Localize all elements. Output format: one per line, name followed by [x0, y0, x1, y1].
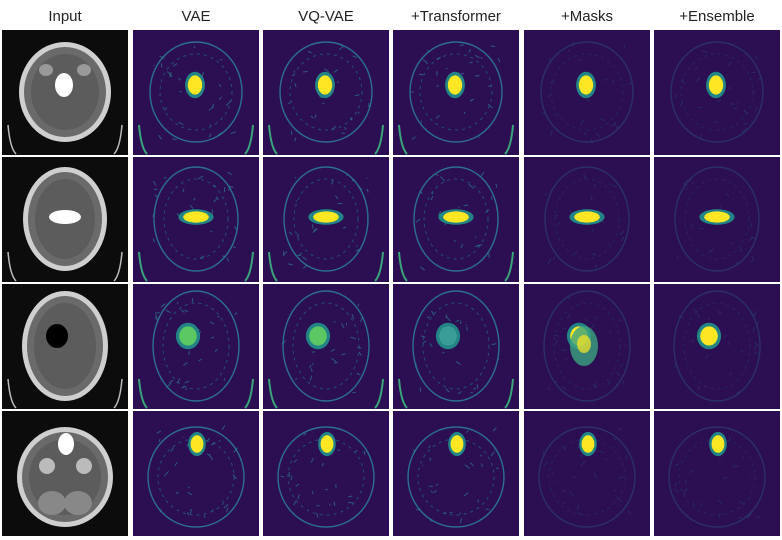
tile-transformer-row-2: [393, 157, 519, 282]
anomaly-heatmap-image: [524, 284, 650, 409]
tile-input-row-4: [2, 411, 128, 536]
tile-ensemble-row-3: [654, 284, 780, 409]
ct-scan-image: [2, 411, 128, 536]
tile-transformer-row-4: [393, 411, 519, 536]
tile-vae-row-2: [133, 157, 259, 282]
anomaly-heatmap-image: [263, 30, 389, 155]
ct-scan-image: [2, 157, 128, 282]
tile-masks-row-4: [524, 411, 650, 536]
tile-transformer-row-1: [393, 30, 519, 155]
column-header-input: Input: [48, 8, 82, 25]
ct-scan-image: [2, 284, 128, 409]
anomaly-heatmap-image: [263, 284, 389, 409]
tile-ensemble-row-4: [654, 411, 780, 536]
tile-masks-row-1: [524, 30, 650, 155]
column-header-transformer: +Transformer: [411, 8, 501, 25]
ct-scan-image: [2, 30, 128, 155]
tile-ensemble-row-1: [654, 30, 780, 155]
anomaly-heatmap-image: [393, 411, 519, 536]
anomaly-heatmap-image: [393, 157, 519, 282]
column-header-masks: +Masks: [560, 8, 614, 25]
anomaly-heatmap-image: [524, 157, 650, 282]
column-header-vae: VAE: [181, 8, 211, 25]
tile-vqvae-row-2: [263, 157, 389, 282]
tile-transformer-row-3: [393, 284, 519, 409]
tile-vqvae-row-1: [263, 30, 389, 155]
anomaly-heatmap-image: [133, 284, 259, 409]
anomaly-heatmap-image: [524, 30, 650, 155]
anomaly-heatmap-image: [133, 411, 259, 536]
tile-masks-row-3: [524, 284, 650, 409]
tile-vqvae-row-4: [263, 411, 389, 536]
tile-vae-row-1: [133, 30, 259, 155]
anomaly-heatmap-image: [393, 30, 519, 155]
anomaly-heatmap-image: [133, 157, 259, 282]
column-header-ensemble: +Ensemble: [679, 8, 755, 25]
anomaly-heatmap-image: [133, 30, 259, 155]
anomaly-heatmap-image: [654, 411, 780, 536]
anomaly-heatmap-image: [263, 411, 389, 536]
anomaly-heatmap-image: [263, 157, 389, 282]
anomaly-heatmap-image: [654, 30, 780, 155]
anomaly-heatmap-image: [393, 284, 519, 409]
anomaly-heatmap-image: [654, 284, 780, 409]
tile-input-row-1: [2, 30, 128, 155]
tile-masks-row-2: [524, 157, 650, 282]
tile-vqvae-row-3: [263, 284, 389, 409]
tile-input-row-2: [2, 157, 128, 282]
tile-vae-row-3: [133, 284, 259, 409]
tile-input-row-3: [2, 284, 128, 409]
anomaly-heatmap-image: [524, 411, 650, 536]
tile-vae-row-4: [133, 411, 259, 536]
anomaly-heatmap-image: [654, 157, 780, 282]
column-header-vqvae: VQ-VAE: [298, 8, 354, 25]
tile-ensemble-row-2: [654, 157, 780, 282]
